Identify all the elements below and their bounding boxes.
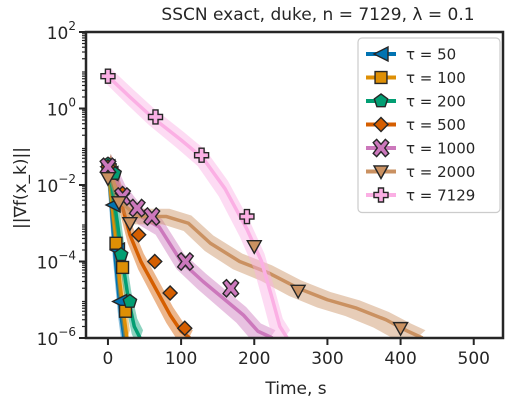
- x-tick-label: 200: [238, 349, 270, 369]
- series-band: [106, 154, 426, 338]
- x-axis-title: Time, s: [264, 379, 326, 399]
- data-point: [239, 208, 255, 225]
- data-point: [122, 293, 138, 308]
- series-band: [106, 68, 291, 338]
- plot-area: [84, 30, 505, 340]
- series-markers: [99, 68, 409, 337]
- legend-label: τ = 200: [406, 93, 466, 111]
- legend-marker: [372, 165, 390, 180]
- data-point: [99, 171, 117, 187]
- x-tick-label: 100: [165, 349, 197, 369]
- data-point: [392, 321, 409, 337]
- data-point: [130, 226, 147, 243]
- legend-marker: [373, 93, 389, 108]
- data-point: [128, 198, 146, 218]
- data-point: [146, 253, 163, 270]
- data-point: [162, 285, 179, 302]
- x-tick-label: 300: [311, 349, 343, 369]
- data-point: [147, 109, 164, 125]
- data-point: [121, 216, 139, 232]
- legend-label: τ = 50: [406, 46, 456, 64]
- series-line: [106, 74, 289, 338]
- data-point: [176, 320, 193, 337]
- legend-marker: [373, 187, 389, 203]
- data-point: [99, 157, 117, 177]
- data-point: [109, 236, 123, 250]
- legend-label: τ = 7129: [406, 187, 475, 205]
- y-axis-title: ||∇f(x_k)||: [11, 147, 31, 229]
- y-tick-label: 10−2: [37, 172, 76, 197]
- legend-label: τ = 500: [406, 116, 466, 134]
- legend-label: τ = 1000: [406, 140, 475, 158]
- y-tick-label: 102: [47, 19, 76, 44]
- data-point: [176, 251, 195, 272]
- legend: τ = 50 τ = 100 τ = 200 τ = 500 τ = 1000 τ = 2…: [357, 37, 501, 214]
- data-point: [115, 260, 130, 275]
- x-tick-label: 500: [458, 349, 490, 369]
- chart-title: SSCN exact, duke, n = 7129, λ = 0.1: [161, 5, 474, 25]
- legend-marker: [372, 138, 390, 158]
- data-point: [289, 284, 307, 300]
- data-point: [222, 278, 240, 298]
- data-point: [143, 206, 161, 227]
- legend-marker: [374, 70, 388, 85]
- data-point: [110, 196, 128, 211]
- data-point: [113, 246, 129, 262]
- legend-label: τ = 100: [406, 69, 466, 87]
- legend-marker: [372, 45, 389, 63]
- axis-ticks: 0 100 200 300 400 500 10−6 10−4 10−2 100 102: [37, 19, 490, 369]
- legend-box: [357, 37, 501, 214]
- legend-label: τ = 2000: [406, 163, 475, 181]
- legend-marker: [373, 116, 389, 133]
- y-tick-label: 10−4: [37, 249, 76, 274]
- x-tick-label: 400: [384, 349, 416, 369]
- data-point: [193, 147, 210, 163]
- data-point: [246, 239, 263, 255]
- y-tick-label: 10−6: [37, 325, 76, 350]
- y-tick-label: 100: [47, 96, 76, 121]
- x-tick-label: 0: [103, 349, 114, 369]
- data-point: [100, 68, 116, 84]
